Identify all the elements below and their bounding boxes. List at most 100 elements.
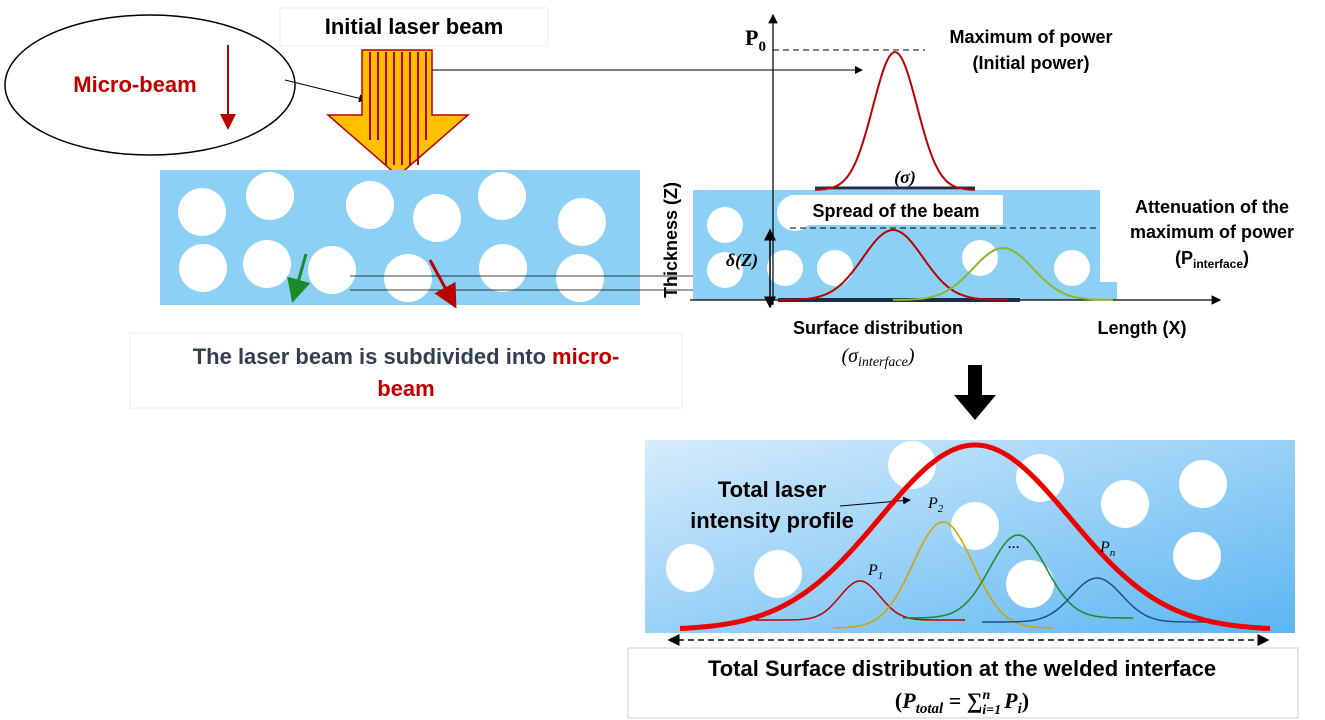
pore [951,502,999,550]
x-axis-label: Length (X) [1098,318,1187,338]
pore [817,250,853,286]
pore [666,544,714,592]
peak-symbol: P [927,495,938,512]
profile-curve [777,229,1009,301]
pore [1054,250,1090,286]
profile-curve [814,50,976,191]
title-box [279,7,549,47]
label-box [752,310,1005,345]
formula-part: ) [1022,688,1029,713]
profile-label: intensity profile [690,508,854,533]
label-box [1100,190,1325,282]
surface-close: ) [907,345,915,367]
p0-label: P0 [745,25,766,55]
delta-label: δ(Z) [726,250,758,271]
profile-curve [832,521,1054,629]
p0-symbol: P [745,25,758,50]
peak-symbol: P [867,562,878,579]
peak-symbol: ... [1008,535,1020,552]
initial-beam-label: Initial laser beam [325,14,504,39]
caption-highlight: beam [377,376,434,401]
surface-label: Surface distribution [793,318,963,338]
pore [178,188,226,236]
formula-part: = [943,688,967,713]
profile-curve [893,246,1113,301]
pore [707,207,743,243]
pore [754,550,802,598]
profile-curve [903,534,1133,619]
profile-curve [679,442,1271,631]
formula-part: ∑ [967,688,983,713]
pore [1101,480,1149,528]
formula-part: n [982,688,990,703]
p0-subscript: 0 [758,39,766,55]
peak-label: P1 [867,562,883,582]
surface-open: (σ [842,345,860,367]
label-box [790,195,1003,225]
formula-part: P [901,688,916,713]
pore [346,181,394,229]
caption-highlight: micro- [552,344,619,369]
pore [479,244,527,292]
pore [1179,460,1227,508]
peak-label: P2 [927,495,944,515]
peak-label: ... [1008,535,1020,552]
pore [243,240,291,288]
scatter-arrow [428,259,457,309]
attenuation-close: ) [1243,248,1249,268]
formula-part: ( [895,688,902,713]
pore [707,252,743,288]
pore [558,198,606,246]
peak-subscript: n [1110,547,1116,559]
profile-label: Total laser [718,477,827,502]
pore [246,172,294,220]
attenuation-open: (P [1175,248,1193,268]
formula: (Ptotal = ∑n i=1 Pi) [895,688,1029,718]
peak-subscript: 2 [938,503,944,515]
spread-label: Spread of the beam [812,201,979,221]
pore [179,244,227,292]
pore [384,254,432,302]
attenuation-label: maximum of power [1130,222,1294,242]
total-title: Total Surface distribution at the welded… [708,656,1216,681]
formula-part: P [1003,688,1018,713]
sigma-label: (σ) [894,167,916,188]
surface-subscript: interface [858,355,908,370]
formula-part: i [1018,701,1023,717]
label-box [925,20,1138,78]
caption-line: The laser beam is subdivided into micro- [193,344,620,369]
profile-curve [755,580,965,621]
pore [1173,532,1221,580]
y-axis-label: Thickness (Z) [661,182,681,298]
pointer [284,79,367,103]
down-arrow [954,365,996,420]
pore [1016,454,1064,502]
beam-arrow [325,49,471,177]
pore [413,194,461,242]
pore [767,250,803,286]
pointer [839,496,911,507]
surface-symbol: (σinterface) [842,345,915,370]
formula-part: i=1 [982,703,1001,718]
pore [888,441,936,489]
peak-subscript: 1 [878,570,884,582]
pore [556,254,604,302]
scatter-arrow [287,253,311,303]
attenuation-label: Attenuation of the [1135,197,1289,217]
caption-box [129,332,683,409]
pore [962,240,998,276]
max-power-label: Maximum of power [949,27,1112,47]
micro-beam-label: Micro-beam [73,72,196,97]
pore [1006,560,1054,608]
pore [308,246,356,294]
formula-part: total [916,701,944,717]
attenuation-subscript: interface [1193,257,1243,271]
attenuation-symbol: (Pinterface) [1175,248,1249,271]
caption-text: The laser beam is subdivided into [193,344,546,369]
caption-box [627,647,1299,719]
max-power-label: (Initial power) [973,53,1090,73]
peak-label: Pn [1099,539,1116,559]
profile-curve [982,577,1212,623]
pore [478,172,526,220]
